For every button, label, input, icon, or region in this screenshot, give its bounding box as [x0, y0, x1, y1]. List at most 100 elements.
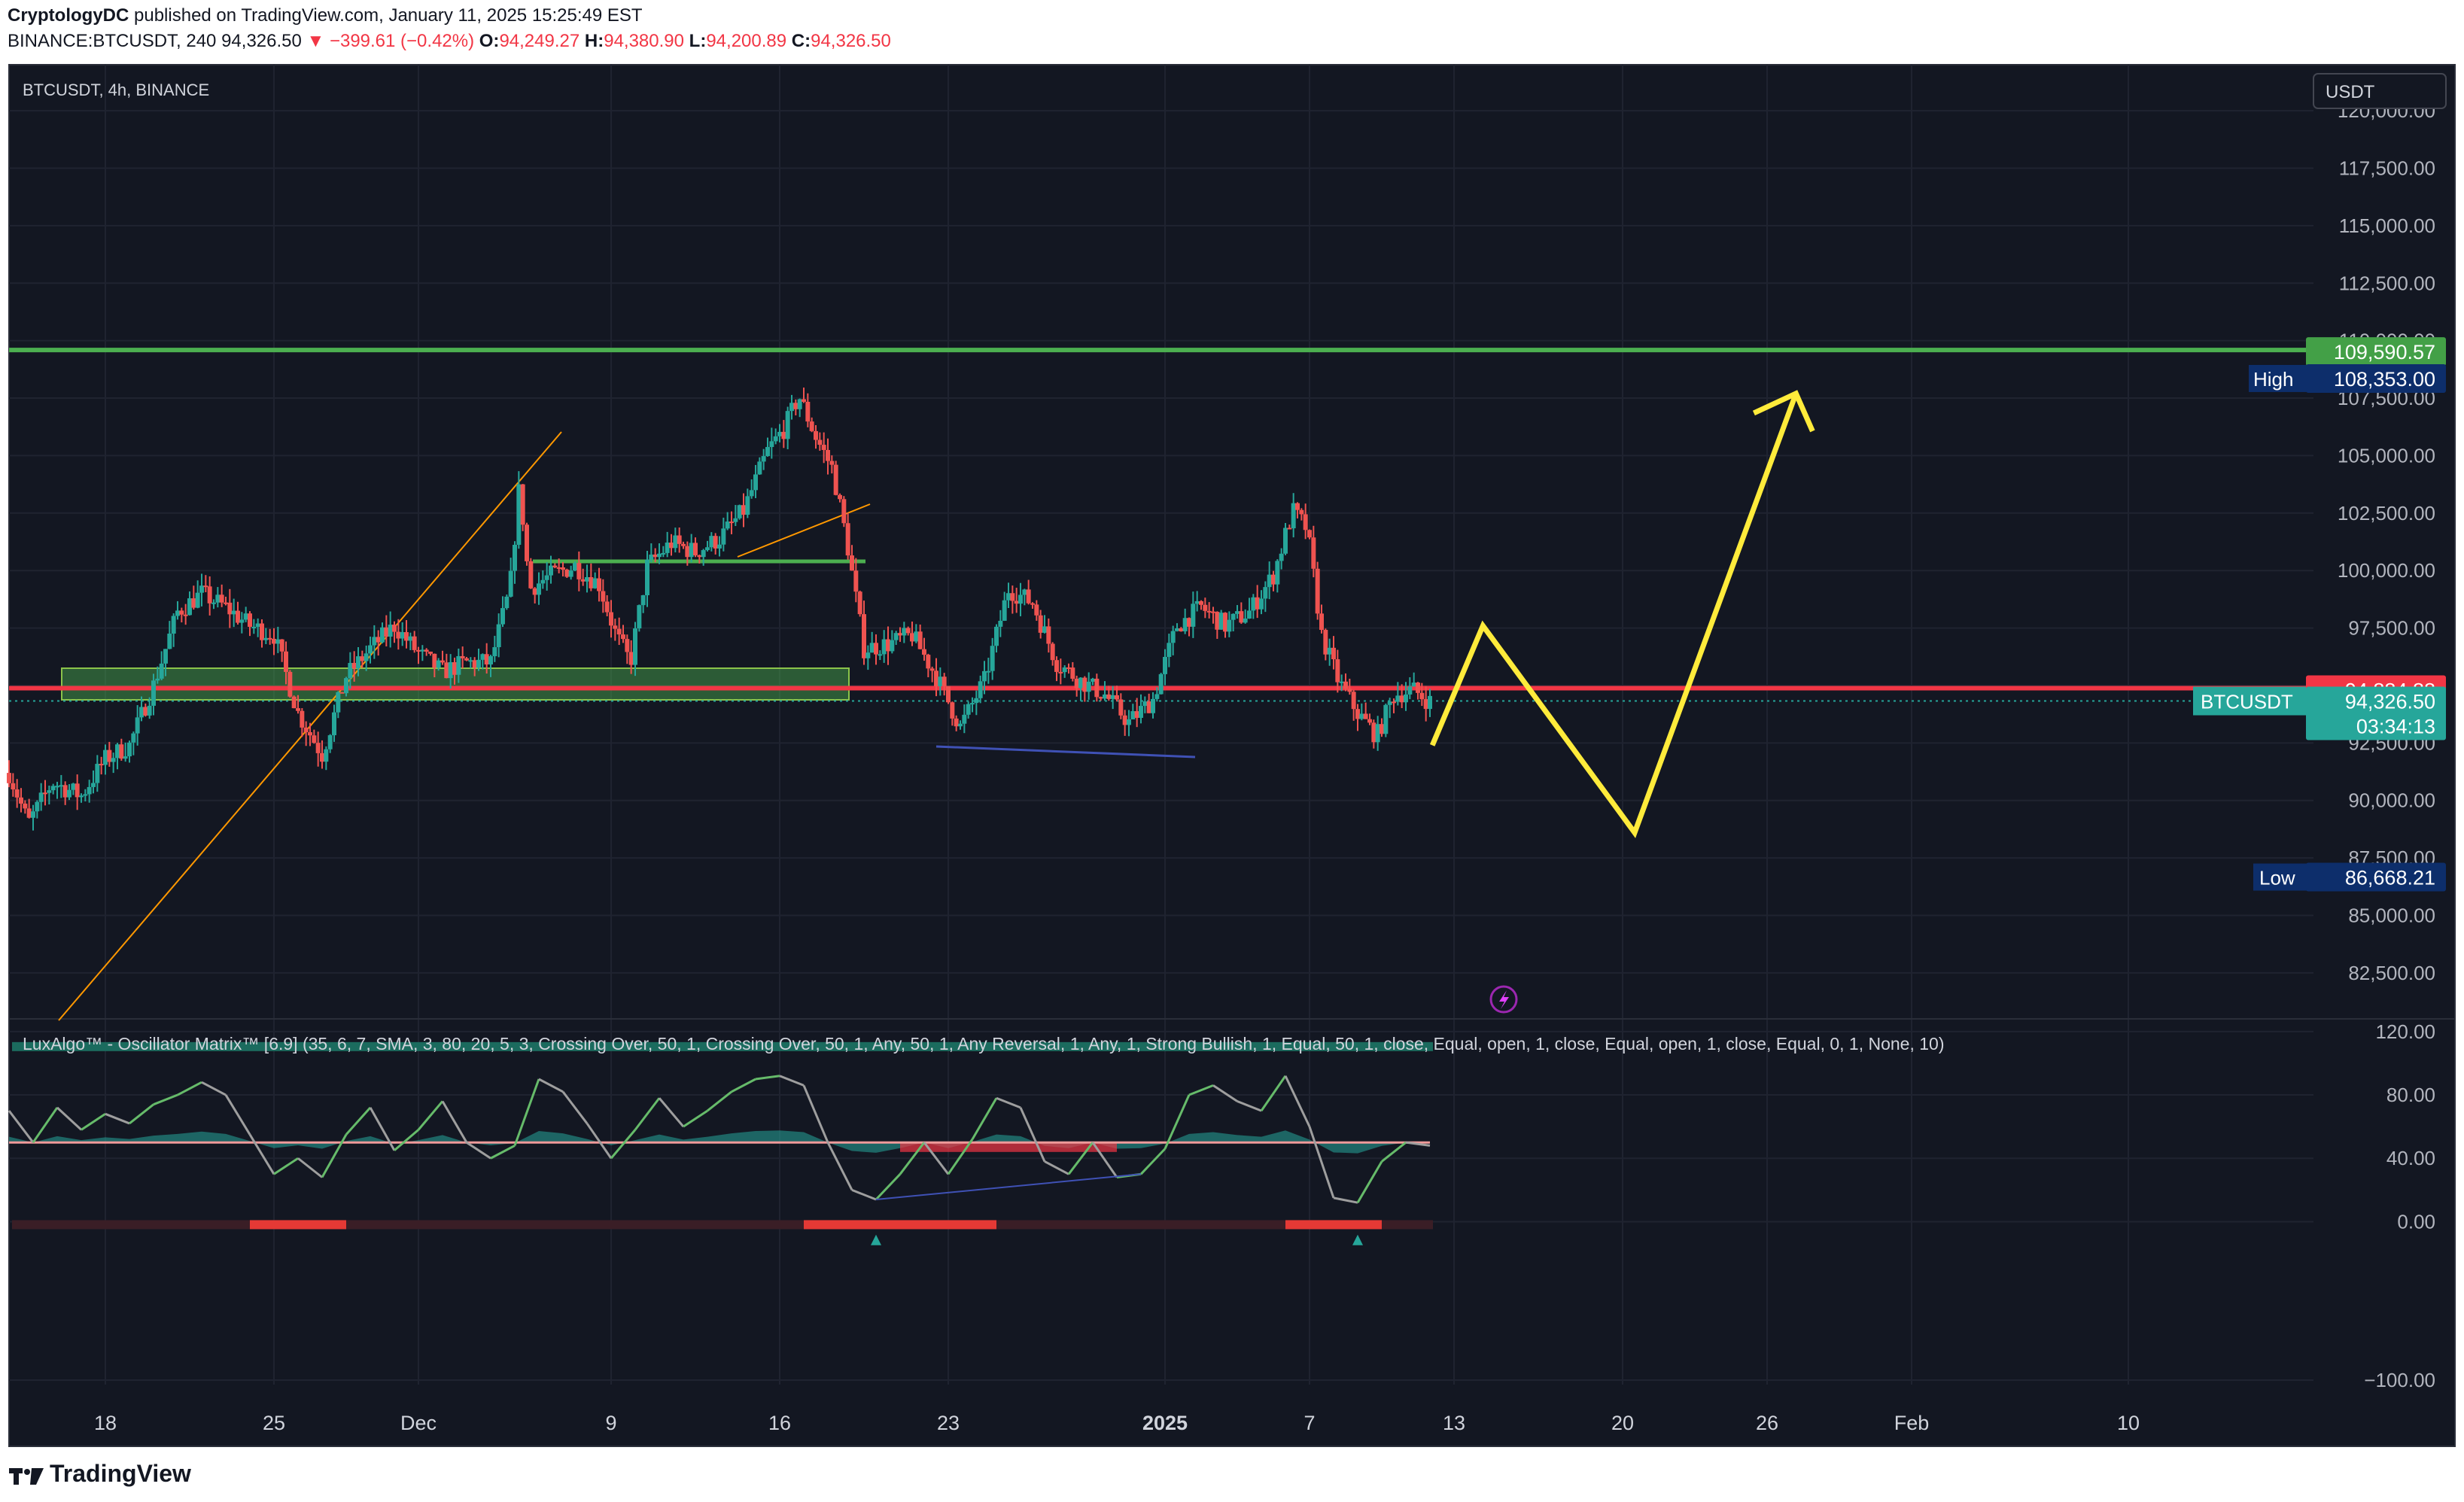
candle-body-245	[990, 646, 995, 671]
candle-body-53	[219, 594, 224, 603]
candle-body-50	[207, 586, 212, 604]
candle-body-260	[1050, 643, 1055, 661]
candle-body-110	[448, 661, 453, 679]
time-tick-7: 7	[1303, 1412, 1315, 1434]
candle-body-188	[761, 456, 766, 462]
candle-body-261	[1054, 660, 1059, 672]
price-tick-9: 105,000.00	[2338, 444, 2435, 467]
candle-body-229	[926, 655, 931, 669]
candle-body-305	[1230, 613, 1236, 620]
candle-body-217	[878, 654, 883, 656]
osc-segment-41	[971, 1097, 998, 1140]
candle-body-326	[1315, 568, 1320, 614]
candle-body-29	[123, 756, 128, 759]
candle-body-222	[898, 633, 902, 636]
candle-body-179	[725, 521, 730, 529]
candle-body-72	[296, 708, 300, 711]
candle-body-239	[966, 704, 971, 715]
candle-body-334	[1347, 689, 1352, 692]
candle-body-4	[23, 803, 28, 809]
osc-segment-32	[755, 1075, 780, 1081]
osc-segment-4	[81, 1113, 106, 1131]
candle-body-156	[633, 628, 637, 665]
candle-body-346	[1395, 695, 1401, 702]
candle-body-117	[476, 659, 481, 668]
candle-body-278	[1122, 715, 1127, 725]
candle-body-116	[472, 660, 477, 668]
candle-body-24	[103, 749, 108, 765]
candle-body-159	[645, 559, 649, 596]
candle-body-241	[974, 698, 979, 704]
candle-body-234	[946, 686, 951, 703]
candle-body-329	[1327, 647, 1332, 655]
candle-body-171	[693, 543, 698, 555]
low-price-tag: 86,668.21	[2345, 867, 2435, 889]
candle-body-9	[43, 792, 47, 795]
candle-body-90	[368, 645, 373, 654]
candle-body-310	[1251, 597, 1256, 611]
candle-body-165	[669, 543, 674, 549]
candle-body-347	[1399, 695, 1404, 703]
candle-body-195	[789, 403, 794, 412]
candle-body-37	[155, 678, 160, 681]
price-change: ▼ −399.61 (−0.42%)	[306, 31, 475, 51]
candle-body-263	[1062, 667, 1067, 673]
candle-body-47	[195, 592, 200, 608]
symbol-tag: BTCUSDT	[2201, 691, 2293, 713]
candle-body-349	[1407, 686, 1413, 695]
low-label-box	[2253, 863, 2307, 891]
candle-body-48	[199, 585, 204, 593]
candle-body-193	[781, 431, 786, 439]
candle-body-327	[1319, 613, 1324, 631]
candle-body-44	[183, 614, 188, 616]
high-price-tag: 108,353.00	[2334, 368, 2435, 391]
time-tick-5: 23	[937, 1412, 960, 1434]
candle-body-282	[1139, 706, 1143, 718]
osc-segment-33	[779, 1075, 805, 1087]
candle-body-292	[1179, 628, 1184, 631]
last-price-tag: 94,326.50	[2345, 691, 2435, 713]
candle-body-287	[1158, 673, 1164, 695]
candle-body-124	[504, 596, 510, 609]
tradingview-brand: TradingView	[9, 1460, 191, 1488]
candle-body-136	[552, 565, 558, 567]
author-name: CryptologyDC	[8, 5, 129, 26]
osc-segment-20	[466, 1141, 491, 1160]
candle-body-65	[267, 637, 272, 640]
candle-body-157	[637, 605, 642, 629]
candle-body-87	[356, 656, 360, 669]
candle-body-238	[962, 714, 967, 724]
candle-body-337	[1359, 713, 1364, 719]
candle-body-264	[1066, 667, 1071, 669]
symbol-tag-box	[2193, 686, 2306, 716]
candle-body-32	[135, 717, 140, 734]
candle-body-101	[412, 636, 417, 650]
candle-body-73	[300, 710, 305, 728]
resistance-price-tag: 109,590.57	[2334, 341, 2435, 363]
candle-body-34	[143, 707, 148, 716]
candle-body-348	[1404, 694, 1408, 703]
candle-body-230	[929, 668, 935, 671]
candle-body-145	[589, 576, 594, 588]
candle-body-253	[1022, 589, 1027, 595]
candle-body-113	[460, 655, 465, 658]
candle-body-38	[159, 663, 164, 679]
currency-button[interactable]: USDT	[2313, 73, 2447, 109]
price-tick-14: 117,500.00	[2339, 157, 2435, 179]
candle-body-96	[392, 625, 397, 632]
candle-body-138	[561, 567, 565, 570]
time-tick-8: 13	[1443, 1412, 1465, 1434]
candle-body-33	[139, 707, 144, 718]
osc-signal-up-2	[1352, 1234, 1363, 1245]
candle-body-317	[1279, 553, 1284, 561]
candle-body-307	[1239, 611, 1244, 623]
high-label: H:	[584, 31, 604, 51]
candle-body-80	[327, 735, 333, 749]
candle-body-142	[576, 563, 582, 579]
alert-icon[interactable]	[1489, 985, 1518, 1014]
candle-body-202	[817, 439, 823, 445]
time-axis[interactable]: 18 25 Dec 9 16 23 2025 7 13 20 26 Feb 10	[94, 1412, 2140, 1434]
candle-body-213	[862, 614, 866, 658]
osc-segment-6	[129, 1103, 154, 1125]
